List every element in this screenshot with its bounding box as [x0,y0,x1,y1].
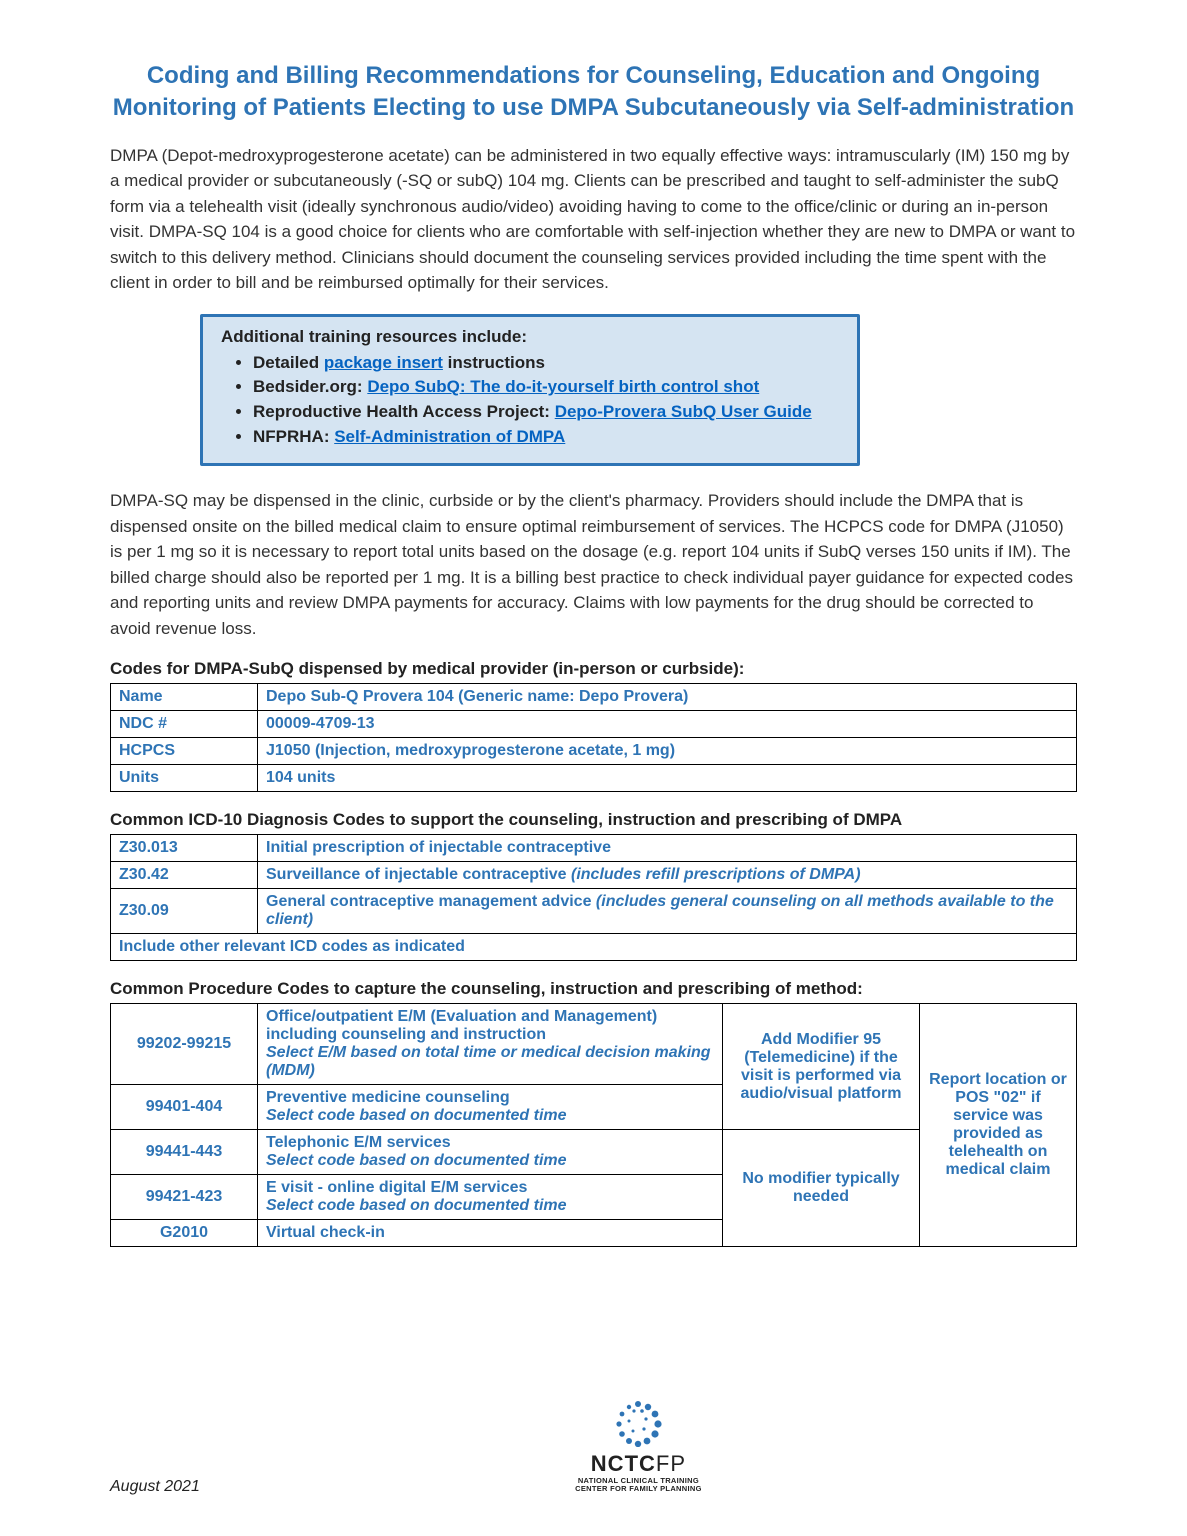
icd-desc-cell: Initial prescription of injectable contr… [258,835,1077,862]
callout-heading: Additional training resources include: [221,327,839,347]
resources-callout: Additional training resources include: D… [200,314,860,467]
callout-prefix: NFPRHA: [253,427,334,446]
table-row: 99202-99215 Office/outpatient E/M (Evalu… [111,1004,1077,1085]
callout-item: Reproductive Health Access Project: Depo… [253,400,839,425]
proc-desc-cell: Telephonic E/M services Select code base… [258,1130,723,1175]
proc-desc-cell: Preventive medicine counseling Select co… [258,1085,723,1130]
code-label: Units [111,765,258,792]
callout-item: Detailed package insert instructions [253,351,839,376]
page-footer: August 2021 [110,1399,1077,1496]
table-row: Units 104 units [111,765,1077,792]
proc-note: Select E/M based on total time or medica… [266,1044,711,1079]
proc-desc-cell: E visit - online digital E/M services Se… [258,1175,723,1220]
callout-prefix: Detailed [253,353,324,372]
logo-main: NCTC [591,1451,656,1476]
table-row: Include other relevant ICD codes as indi… [111,934,1077,961]
nfprha-link[interactable]: Self-Administration of DMPA [334,427,565,446]
icd-footer-note: Include other relevant ICD codes as indi… [111,934,1077,961]
page-title: Coding and Billing Recommendations for C… [110,60,1077,125]
proc-note: Select code based on documented time [266,1107,567,1124]
table-row: HCPCS J1050 (Injection, medroxyprogester… [111,738,1077,765]
callout-prefix: Bedsider.org: [253,377,367,396]
logo-sub2: CENTER FOR FAMILY PLANNING [575,1485,702,1493]
proc-code: 99441-443 [111,1130,258,1175]
procedures-table: 99202-99215 Office/outpatient E/M (Evalu… [110,1003,1077,1247]
icd10-table: Z30.013 Initial prescription of injectab… [110,834,1077,961]
modifier-b: No modifier typically needed [723,1130,920,1247]
icd-code: Z30.42 [111,862,258,889]
code-value: 104 units [258,765,1077,792]
table-row: Z30.09 General contraceptive management … [111,889,1077,934]
table-row: Z30.42 Surveillance of injectable contra… [111,862,1077,889]
icd10-heading: Common ICD-10 Diagnosis Codes to support… [110,810,1077,830]
code-value: Depo Sub-Q Provera 104 (Generic name: De… [258,684,1077,711]
location-note: Report location or POS "02" if service w… [920,1004,1077,1247]
proc-desc: Office/outpatient E/M (Evaluation and Ma… [266,1008,657,1043]
icd-desc-cell: General contraceptive management advice … [258,889,1077,934]
codes-dispensed-heading: Codes for DMPA-SubQ dispensed by medical… [110,659,1077,679]
icd-code: Z30.09 [111,889,258,934]
document-page: Coding and Billing Recommendations for C… [0,0,1187,1536]
proc-desc-cell: Office/outpatient E/M (Evaluation and Ma… [258,1004,723,1085]
callout-suffix: instructions [443,353,545,372]
second-paragraph: DMPA-SQ may be dispensed in the clinic, … [110,488,1077,641]
proc-desc: E visit - online digital E/M services [266,1179,527,1196]
proc-code: G2010 [111,1220,258,1247]
code-value: 00009-4709-13 [258,711,1077,738]
proc-desc: Telephonic E/M services [266,1134,451,1151]
logo-dots-icon [611,1399,665,1447]
table-row: Name Depo Sub-Q Provera 104 (Generic nam… [111,684,1077,711]
code-label: NDC # [111,711,258,738]
footer-logo-wrap: NCTCFP NATIONAL CLINICAL TRAINING CENTER… [200,1399,1077,1496]
bedsider-link[interactable]: Depo SubQ: The do-it-yourself birth cont… [367,377,759,396]
proc-desc: Preventive medicine counseling [266,1089,510,1106]
proc-code: 99401-404 [111,1085,258,1130]
callout-prefix: Reproductive Health Access Project: [253,402,555,421]
proc-desc-cell: Virtual check-in [258,1220,723,1247]
proc-desc: Virtual check-in [266,1224,385,1241]
code-label: Name [111,684,258,711]
logo-thin: FP [656,1451,686,1476]
icd-desc: General contraceptive management advice [266,893,596,910]
rhap-link[interactable]: Depo-Provera SubQ User Guide [555,402,812,421]
icd-code: Z30.013 [111,835,258,862]
nctcfp-logo: NCTCFP NATIONAL CLINICAL TRAINING CENTER… [575,1399,702,1494]
intro-paragraph: DMPA (Depot-medroxyprogesterone acetate)… [110,143,1077,296]
table-row: Z30.013 Initial prescription of injectab… [111,835,1077,862]
codes-dispensed-table: Name Depo Sub-Q Provera 104 (Generic nam… [110,683,1077,792]
icd-desc: Surveillance of injectable contraceptive [266,866,571,883]
icd-desc-note: (includes refill prescriptions of DMPA) [571,866,861,883]
callout-item: Bedsider.org: Depo SubQ: The do-it-yours… [253,375,839,400]
proc-note: Select code based on documented time [266,1197,567,1214]
modifier-a: Add Modifier 95 (Telemedicine) if the vi… [723,1004,920,1130]
footer-date: August 2021 [110,1478,200,1496]
icd-desc-cell: Surveillance of injectable contraceptive… [258,862,1077,889]
callout-list: Detailed package insert instructions Bed… [221,351,839,450]
proc-note: Select code based on documented time [266,1152,567,1169]
table-row: NDC # 00009-4709-13 [111,711,1077,738]
icd-desc: Initial prescription of injectable contr… [266,839,611,856]
code-label: HCPCS [111,738,258,765]
logo-text: NCTCFP [575,1451,702,1477]
package-insert-link[interactable]: package insert [324,353,443,372]
callout-item: NFPRHA: Self-Administration of DMPA [253,425,839,450]
proc-code: 99202-99215 [111,1004,258,1085]
code-value: J1050 (Injection, medroxyprogesterone ac… [258,738,1077,765]
procedures-heading: Common Procedure Codes to capture the co… [110,979,1077,999]
proc-code: 99421-423 [111,1175,258,1220]
